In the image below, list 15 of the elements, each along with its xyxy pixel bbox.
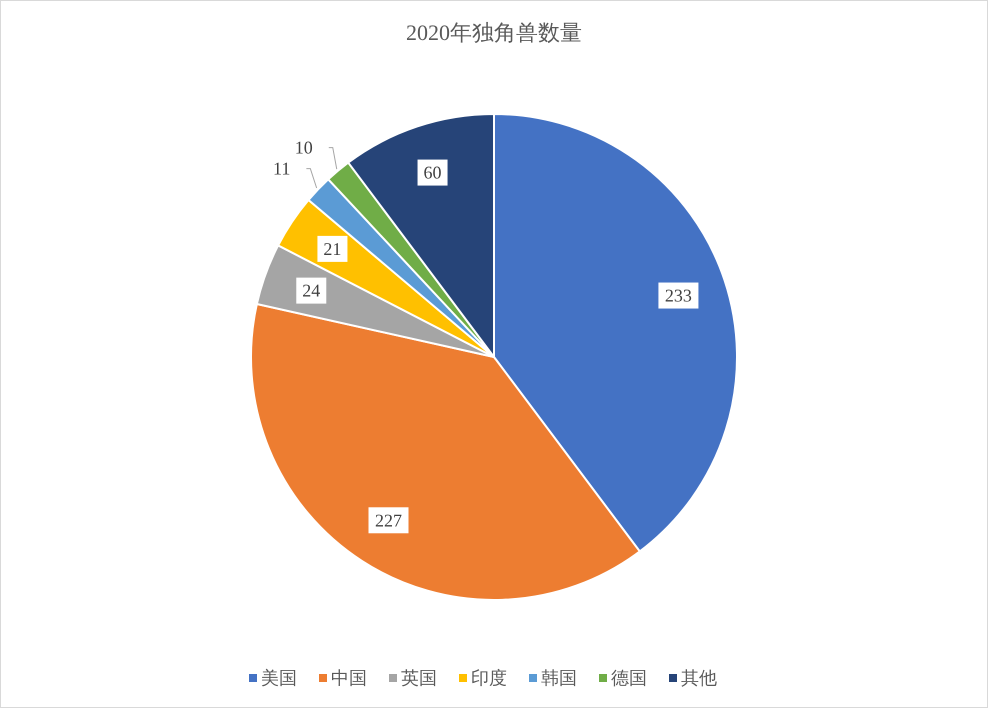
data-label: 227 (375, 510, 402, 530)
legend-label: 韩国 (541, 668, 577, 688)
data-label: 21 (323, 238, 342, 259)
data-label: 233 (664, 286, 692, 306)
chart-title: 2020年独角兽数量 (406, 20, 582, 45)
legend-label: 德国 (611, 668, 647, 688)
legend-label: 其他 (681, 668, 717, 688)
legend-label: 印度 (471, 668, 507, 688)
data-label: 24 (302, 280, 320, 301)
legend-label: 美国 (261, 668, 297, 688)
legend-label: 中国 (331, 668, 367, 688)
data-label: 60 (424, 162, 442, 183)
data-label: 10 (294, 138, 313, 158)
legend-label: 英国 (401, 668, 437, 688)
data-label: 11 (273, 158, 290, 179)
